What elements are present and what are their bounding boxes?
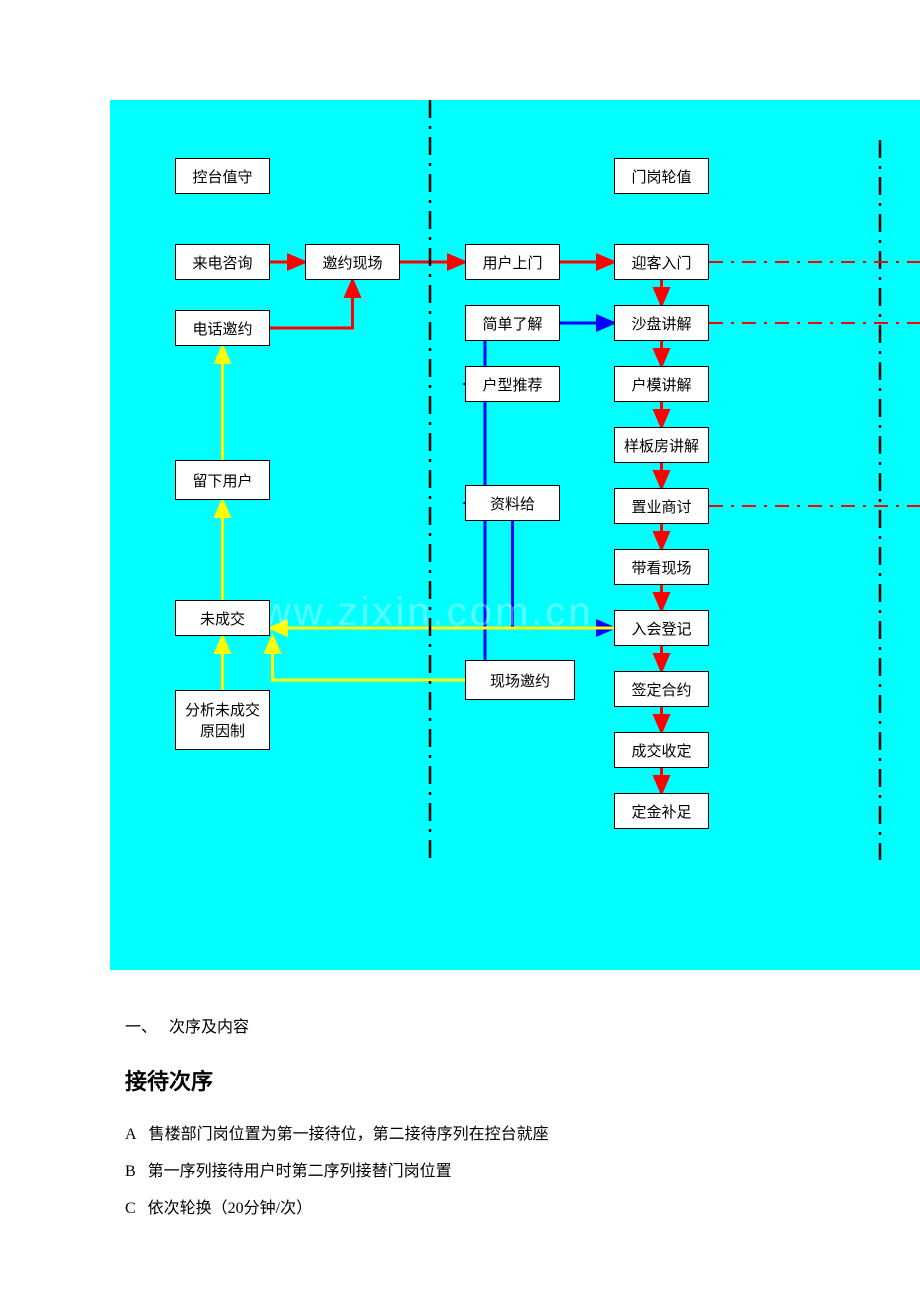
flowchart-diagram: www.zixin.com.cn 控台值守 门岗轮值来电咨询邀约现场 用户上门 迎客入… [110, 100, 920, 970]
flowchart-node: 门岗轮值 [614, 158, 709, 194]
flowchart-node: 简单了解 [465, 305, 560, 341]
flowchart-edges [110, 100, 920, 970]
line-c: C 依次轮换（20分钟/次） [125, 1191, 920, 1228]
section-title: 次序及内容 [169, 1019, 249, 1036]
flowchart-node: 留下用户 [175, 460, 270, 500]
flowchart-node: 置业商讨 [614, 488, 709, 524]
flowchart-node: 带看现场 [614, 549, 709, 585]
flowchart-node: 迎客入门 [614, 244, 709, 280]
flowchart-node: 签定合约 [614, 671, 709, 707]
flowchart-node: 户模讲解 [614, 366, 709, 402]
flowchart-node: 来电咨询 [175, 244, 270, 280]
line-a: A 售楼部门岗位置为第一接待位，第二接待序列在控台就座 [125, 1117, 920, 1154]
flowchart-node: 电话邀约 [175, 310, 270, 346]
flowchart-node: 户型推荐 [465, 366, 560, 402]
watermark: www.zixin.com.cn [230, 590, 594, 635]
flowchart-node: 资料给 [465, 485, 560, 521]
line-b: B 第一序列接待用户时第二序列接替门岗位置 [125, 1154, 920, 1191]
flowchart-node: 用户上门 [465, 244, 560, 280]
section-number: 一、 [125, 1019, 157, 1036]
flowchart-node: 成交收定 [614, 732, 709, 768]
section-heading-line: 一、 次序及内容 [125, 1010, 920, 1047]
flowchart-node: 现场邀约 [465, 660, 575, 700]
flowchart-node: 定金补足 [614, 793, 709, 829]
flowchart-node: 分析未成交原因制 [175, 690, 270, 750]
subheading: 接待次序 [125, 1057, 920, 1108]
flowchart-node: 入会登记 [614, 610, 709, 646]
flowchart-node: 未成交 [175, 600, 270, 636]
flowchart-node: 控台值守 [175, 158, 270, 194]
flowchart-node: 沙盘讲解 [614, 305, 709, 341]
text-section: 一、 次序及内容 接待次序 A 售楼部门岗位置为第一接待位，第二接待序列在控台就… [125, 1010, 920, 1228]
flowchart-node: 邀约现场 [305, 244, 400, 280]
flowchart-node: 样板房讲解 [614, 427, 709, 463]
